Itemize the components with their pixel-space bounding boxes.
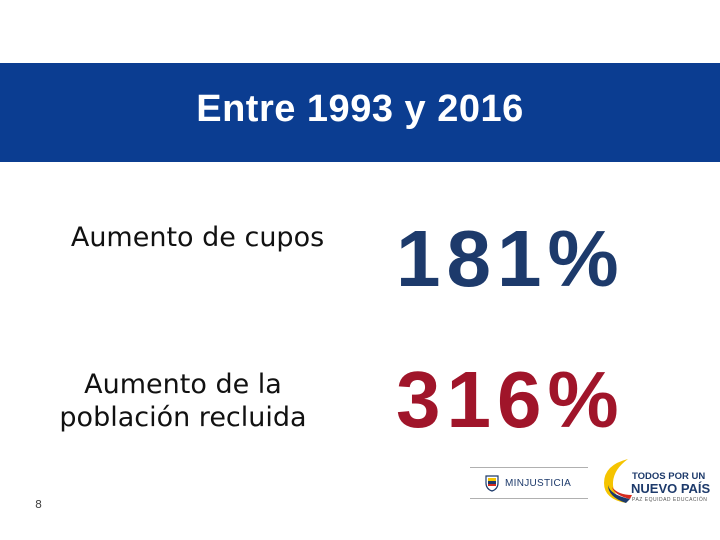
stat-value-cupos: 181% — [396, 214, 625, 303]
slide-title: Entre 1993 y 2016 — [196, 88, 524, 130]
logo-tagline: PAZ EQUIDAD EDUCACIÓN — [632, 497, 708, 503]
stat-label-cupos: Aumento de cupos — [70, 222, 325, 253]
logo-line-1: TODOS POR UN — [632, 471, 706, 482]
flag-swoosh-icon — [604, 459, 632, 503]
minjusticia-logo: MINJUSTICIA — [470, 467, 588, 499]
stat-value-poblacion: 316% — [396, 355, 625, 444]
stat-label-poblacion: Aumento de la población recluida — [59, 369, 307, 433]
minjusticia-text: MINJUSTICIA — [505, 477, 572, 489]
todos-por-un-nuevo-pais-logo: TODOS POR UN NUEVO PAÍS PAZ EQUIDAD EDUC… — [598, 455, 710, 507]
page-number: 8 — [35, 498, 42, 511]
title-banner — [0, 63, 720, 162]
logo-line-2: NUEVO PAÍS — [631, 481, 711, 496]
coat-of-arms-icon — [485, 475, 499, 492]
